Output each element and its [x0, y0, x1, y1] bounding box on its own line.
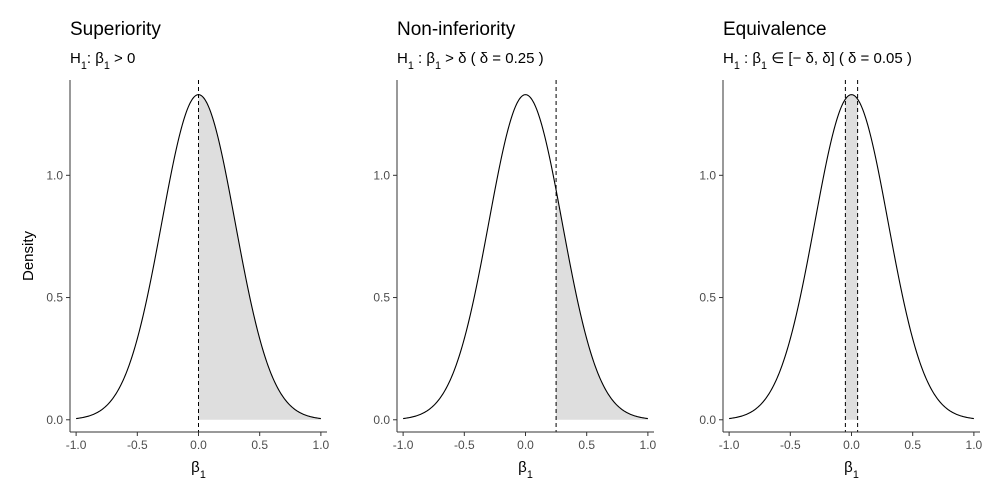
y-tick-label: 1.0 — [373, 168, 390, 182]
y-tick-label: 0.0 — [46, 413, 63, 427]
y-tick-label: 0.5 — [46, 291, 63, 305]
y-axis-label: Density — [20, 230, 37, 281]
text-segment: : β — [414, 50, 436, 67]
y-tick-label: 0.0 — [699, 413, 716, 427]
subscript: 1 — [200, 469, 206, 481]
shaded-region — [845, 94, 858, 420]
subscript: 1 — [734, 60, 740, 72]
text-segment: > δ ( δ = 0.25 ) — [441, 50, 544, 67]
x-tick-label: -1.0 — [393, 438, 414, 452]
text-segment: β — [844, 459, 853, 476]
density-curve — [729, 94, 974, 420]
y-tick-label: 1.0 — [46, 168, 63, 182]
subscript: 1 — [527, 469, 533, 481]
x-tick-label: -0.5 — [454, 438, 475, 452]
text-segment: > 0 — [110, 50, 135, 67]
panel-title: Equivalence — [723, 19, 827, 40]
shaded-region — [556, 190, 648, 420]
y-tick-label: 0.5 — [699, 291, 716, 305]
x-tick-label: -0.5 — [127, 438, 148, 452]
y-tick-label: 0.0 — [373, 413, 390, 427]
panel-subtitle: H1 : β1 ∈ [− δ, δ] ( δ = 0.05 ) — [723, 50, 912, 72]
subscript: 1 — [408, 60, 414, 72]
y-tick-label: 0.5 — [373, 291, 390, 305]
x-tick-label: 0.5 — [578, 438, 595, 452]
subscript: 1 — [81, 60, 87, 72]
text-segment: ∈ [− δ, δ] ( δ = 0.05 ) — [767, 50, 912, 67]
text-segment: β — [518, 459, 527, 476]
shaded-region — [198, 94, 321, 420]
x-tick-label: 0.0 — [517, 438, 534, 452]
text-segment: : β — [87, 50, 104, 67]
x-tick-label: 0.5 — [251, 438, 268, 452]
text-segment: H — [70, 50, 81, 67]
x-tick-label: -1.0 — [66, 438, 87, 452]
text-segment: β — [191, 459, 200, 476]
subscript: 1 — [435, 60, 441, 72]
panel-title: Non-inferiority — [397, 19, 516, 40]
panel-subtitle: H1 : β1 > δ ( δ = 0.25 ) — [397, 50, 544, 72]
x-tick-label: -1.0 — [719, 438, 740, 452]
x-tick-label: 0.0 — [843, 438, 860, 452]
subscript: 1 — [761, 60, 767, 72]
subscript: 1 — [104, 60, 110, 72]
x-tick-label: 1.0 — [313, 438, 330, 452]
x-axis-label: β1 — [191, 459, 206, 481]
x-tick-label: 0.0 — [190, 438, 207, 452]
density-curve — [403, 94, 648, 420]
x-axis-label: β1 — [518, 459, 533, 481]
text-segment: H — [723, 50, 734, 67]
text-segment: H — [397, 50, 408, 67]
x-tick-label: -0.5 — [780, 438, 801, 452]
panel-subtitle: H1: β1 > 0 — [70, 50, 135, 72]
panel-title: Superiority — [70, 19, 161, 40]
x-axis-label: β1 — [844, 459, 859, 481]
subscript: 1 — [853, 469, 859, 481]
text-segment: : β — [740, 50, 762, 67]
x-tick-label: 1.0 — [640, 438, 657, 452]
y-tick-label: 1.0 — [699, 168, 716, 182]
x-tick-label: 0.5 — [904, 438, 921, 452]
x-tick-label: 1.0 — [966, 438, 983, 452]
